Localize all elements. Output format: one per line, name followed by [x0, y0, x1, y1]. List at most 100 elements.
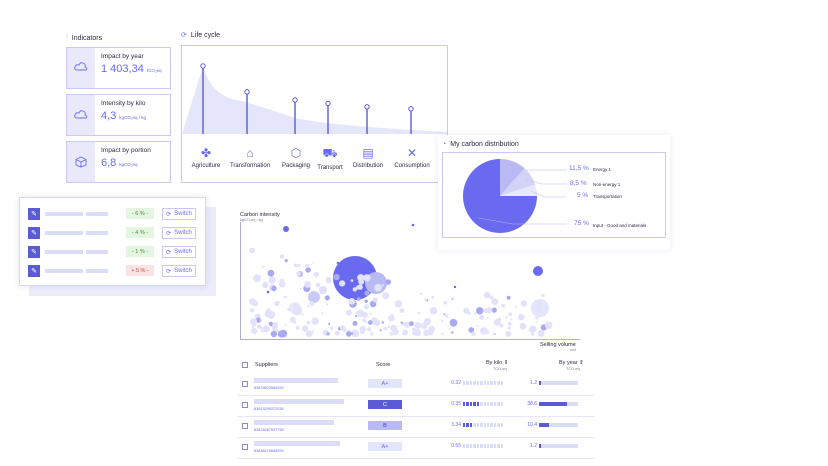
- edit-icon[interactable]: ✎: [28, 265, 40, 277]
- scatter-point: [540, 331, 544, 334]
- scatter-point: [300, 312, 302, 315]
- select-all-checkbox[interactable]: [242, 362, 248, 368]
- by-kilo-value: 3.34: [451, 422, 461, 428]
- life-cycle-step-label: Distribution: [352, 163, 383, 169]
- supplier-code: 83829823582939: [254, 386, 284, 390]
- table-row[interactable]: 83829823582939 A+ 0.32 1.2: [237, 375, 595, 396]
- col-by-kilo[interactable]: By kilo ⇕: [486, 360, 509, 366]
- by-kilo-bar: [463, 444, 504, 448]
- scatter-point: [328, 322, 331, 325]
- scatter-unit: kgCO₂eq / kg: [240, 218, 263, 222]
- scatter-point: [520, 300, 527, 307]
- impact-badge: + 5 % -: [126, 265, 154, 276]
- scatter-point: [530, 332, 535, 336]
- indicator-card-impact-year[interactable]: Impact by year 1 403,34 tCO₂eq: [66, 47, 171, 89]
- row-checkbox[interactable]: [242, 381, 248, 387]
- scatter-point: [312, 329, 315, 331]
- indicator-title: Intensity by kilo: [101, 100, 146, 107]
- scatter-point: [297, 264, 301, 268]
- scatter-point: [374, 283, 382, 292]
- indicator-title: Impact by year: [101, 53, 144, 60]
- indicator-unit: kgCO₂eq / kg: [119, 115, 147, 120]
- switch-button[interactable]: ⟳ Switch: [162, 246, 196, 258]
- life-cycle-chart: [182, 63, 447, 134]
- indicator-card-impact-portion[interactable]: Impact by portion 6,8 kgCO₂eq: [66, 141, 171, 183]
- edit-icon[interactable]: ✎: [28, 208, 40, 220]
- switch-icon: ⟳: [166, 211, 172, 218]
- edit-icon[interactable]: ✎: [28, 227, 40, 239]
- life-cycle-step-consumption[interactable]: ✕ Consumption: [387, 146, 437, 169]
- life-cycle-step-transport[interactable]: ⛟ Transport: [305, 146, 355, 171]
- edit-icon[interactable]: ✎: [28, 246, 40, 258]
- col-score[interactable]: Score: [376, 362, 391, 368]
- scatter-point: [364, 290, 370, 296]
- col-by-year[interactable]: By year ⇕: [559, 360, 584, 366]
- scatter-point: [499, 323, 504, 328]
- scatter-point: [336, 261, 340, 265]
- scatter-point: [287, 307, 291, 312]
- switch-button[interactable]: ⟳ Switch: [162, 208, 196, 220]
- scatter-point: [266, 290, 270, 294]
- scatter-point: [324, 295, 330, 301]
- switch-button[interactable]: ⟳ Switch: [162, 227, 196, 239]
- scatter-point: [528, 325, 536, 333]
- scatter-point: [264, 310, 271, 318]
- indicator-title: Impact by portion: [101, 147, 151, 154]
- scatter-point: [261, 265, 264, 268]
- col-suppliers[interactable]: Suppliers: [255, 362, 278, 368]
- scatter-point: [506, 295, 511, 300]
- life-cycle-step-transformation[interactable]: ⌂ Transformation: [225, 146, 275, 169]
- scatter-point: [468, 327, 475, 333]
- indicator-card-intensity[interactable]: Intensity by kilo 4,3 kgCO₂eq / kg: [66, 94, 171, 136]
- table-row[interactable]: 83913299372038 C 0.35 38.6: [237, 396, 595, 417]
- scatter-point: [424, 298, 428, 302]
- scatter-point: [249, 298, 256, 305]
- pie-leader-line: [478, 217, 567, 225]
- life-cycle-step-agriculture[interactable]: ✤ Agriculture: [181, 146, 231, 169]
- life-cycle-step-packaging[interactable]: ⬡ Packaging: [271, 146, 321, 169]
- scatter-point: [476, 307, 484, 315]
- scatter-point: [364, 304, 369, 310]
- indicator-value: 6,8: [101, 157, 117, 169]
- switch-label: Switch: [174, 230, 192, 236]
- indicator-unit: kgCO₂eq: [119, 162, 138, 167]
- supplier-code: 83913299372038: [254, 407, 284, 411]
- scatter-xunit: unit: [569, 348, 576, 352]
- switch-button[interactable]: ⟳ Switch: [162, 265, 196, 277]
- scatter-point: [535, 321, 538, 323]
- pct-transportation: 5 %: [577, 192, 589, 199]
- scatter-point: [260, 329, 263, 332]
- row-checkbox[interactable]: [242, 402, 248, 408]
- scatter-point: [483, 291, 491, 299]
- scatter-point: [296, 271, 301, 276]
- by-kilo-bar: [463, 423, 504, 427]
- cloud-rain-icon: [67, 48, 95, 88]
- scatter-xlabel-box: Selling volume unit: [540, 342, 576, 352]
- scatter-point: [366, 327, 372, 332]
- scatter-point: [333, 256, 377, 300]
- scatter-point: [448, 328, 451, 330]
- scatter-point: [508, 312, 512, 317]
- scatter-point: [424, 333, 426, 335]
- row-checkbox[interactable]: [242, 423, 248, 429]
- scatter-point: [301, 325, 309, 332]
- scatter-point: [356, 297, 361, 301]
- life-cycle-area: [182, 66, 447, 134]
- table-row[interactable]: 83838475848394 A+ 0.55 1.2: [237, 438, 595, 459]
- row-checkbox[interactable]: [242, 444, 248, 450]
- scatter-point: [304, 281, 311, 288]
- life-cycle-step-distribution[interactable]: ▤ Distribution: [343, 146, 393, 169]
- table-row[interactable]: 83828487837738 B 3.34 10.4: [237, 417, 595, 438]
- scatter-point: [283, 226, 289, 232]
- scatter-point: [260, 327, 263, 330]
- scatter-point: [319, 286, 327, 294]
- scatter-point: [305, 267, 311, 273]
- utensils-icon: ✕: [406, 146, 418, 160]
- scatter-point: [256, 324, 262, 329]
- scatter-point: [355, 312, 357, 315]
- scatter-point: [351, 332, 354, 335]
- life-cycle-title: Life cycle: [190, 31, 221, 39]
- scatter-point: [268, 321, 274, 327]
- label-non-energy: Non-energy 1: [593, 182, 621, 187]
- scatter-point: [249, 307, 255, 313]
